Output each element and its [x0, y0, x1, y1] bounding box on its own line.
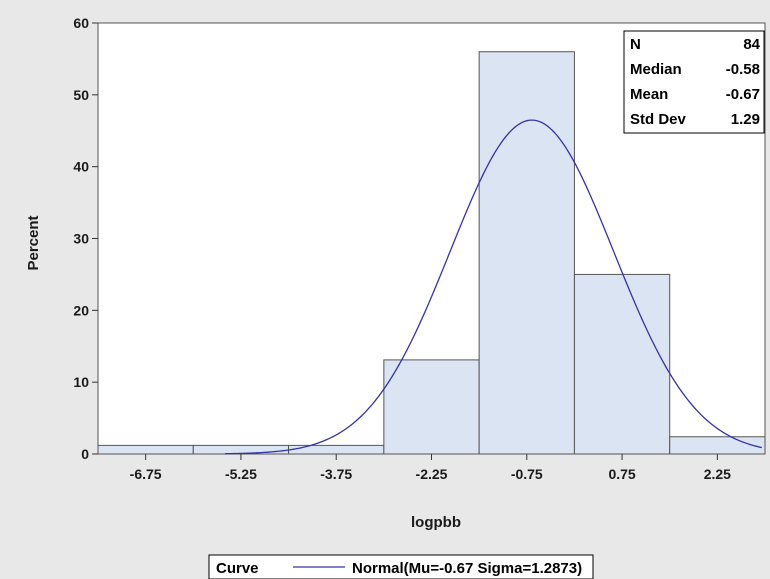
histogram-bar	[288, 444, 385, 455]
x-tick-label: -0.75	[511, 466, 543, 482]
y-tick-label: 30	[73, 231, 89, 247]
y-tick-label: 10	[73, 374, 89, 390]
x-axis-title: logpbb	[411, 514, 461, 531]
stats-inset: N 84 Median -0.58 Mean -0.67 Std Dev 1.2…	[623, 30, 765, 134]
y-axis: 0 10 20 30 40 50 60	[73, 15, 98, 462]
x-axis: -6.75 -5.25 -3.75 -2.25 -0.75 0.75 2.25	[130, 454, 731, 482]
y-tick-label: 40	[73, 159, 89, 175]
histogram-bar	[192, 444, 290, 455]
histogram-bars	[97, 51, 766, 455]
x-tick-label: -3.75	[320, 466, 352, 482]
stat-label-mean: Mean	[630, 86, 668, 103]
normal-curve	[225, 119, 762, 455]
stat-label-median: Median	[630, 61, 682, 78]
legend: Curve Normal(Mu=-0.67 Sigma=1.2873)	[208, 554, 594, 579]
y-tick-label: 20	[73, 302, 89, 318]
y-tick-label: 0	[81, 446, 89, 462]
stat-label-n: N	[630, 36, 641, 53]
y-axis-title: Percent	[25, 215, 42, 270]
legend-frame	[208, 554, 594, 579]
legend-entry: Normal(Mu=-0.67 Sigma=1.2873)	[352, 560, 582, 577]
x-tick-label: -2.25	[416, 466, 448, 482]
stat-value-mean: -0.67	[726, 86, 760, 103]
histogram-bar	[97, 444, 194, 455]
stats-inset-frame	[623, 30, 765, 134]
x-tick-label: 0.75	[608, 466, 635, 482]
y-tick-label: 60	[73, 15, 89, 31]
legend-title: Curve	[216, 560, 259, 577]
histogram-bar	[478, 51, 575, 455]
y-tick-label: 50	[73, 87, 89, 103]
x-tick-label: 2.25	[704, 466, 731, 482]
histogram-bar	[573, 273, 671, 455]
x-tick-label: -5.25	[225, 466, 257, 482]
stat-value-median: -0.58	[726, 61, 760, 78]
stat-value-n: 84	[743, 36, 760, 53]
x-tick-label: -6.75	[130, 466, 162, 482]
stat-label-stddev: Std Dev	[630, 111, 687, 128]
histogram-bar	[383, 359, 480, 455]
stat-value-stddev: 1.29	[731, 111, 760, 128]
